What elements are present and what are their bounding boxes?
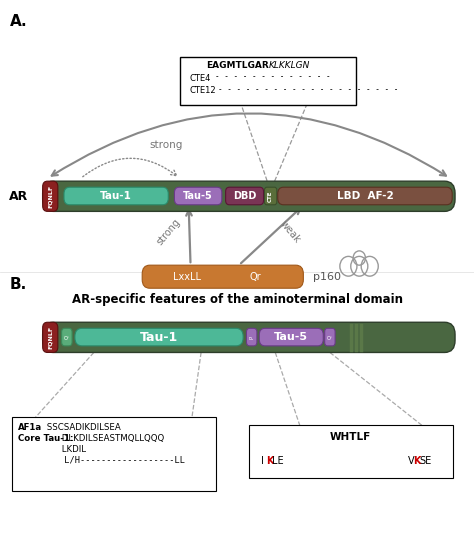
FancyBboxPatch shape: [264, 187, 277, 205]
Text: SSCSADIKDILSEA: SSCSADIKDILSEA: [44, 423, 120, 432]
Text: Qr: Qr: [249, 272, 261, 282]
Text: K: K: [413, 456, 421, 466]
FancyBboxPatch shape: [43, 322, 455, 352]
Text: - - - - - - - - - - - - - - - - - - - -: - - - - - - - - - - - - - - - - - - - -: [218, 85, 398, 94]
FancyBboxPatch shape: [246, 328, 257, 346]
FancyBboxPatch shape: [278, 187, 452, 205]
Text: DBD: DBD: [233, 191, 256, 201]
Text: CTE12: CTE12: [190, 86, 216, 95]
Text: P: P: [249, 335, 254, 339]
Text: LKDIL: LKDIL: [59, 445, 86, 453]
Text: L/H------------------LL: L/H------------------LL: [59, 456, 185, 464]
Text: DLKDILSEASTMQLLQQQ: DLKDILSEASTMQLLQQQ: [59, 434, 164, 442]
FancyBboxPatch shape: [142, 265, 303, 288]
FancyBboxPatch shape: [259, 328, 323, 346]
Text: strong: strong: [155, 217, 182, 247]
Text: - - - - - - - - - - - - -: - - - - - - - - - - - - -: [215, 72, 331, 81]
Text: weak: weak: [278, 219, 302, 245]
Text: B.: B.: [9, 277, 27, 292]
Text: I: I: [261, 456, 264, 466]
Text: strong: strong: [149, 141, 182, 150]
Text: KLKKLGN: KLKKLGN: [269, 61, 310, 70]
Text: EAGMTLGAR: EAGMTLGAR: [206, 61, 269, 70]
FancyBboxPatch shape: [75, 328, 243, 346]
FancyBboxPatch shape: [62, 328, 72, 346]
Text: Tau-5: Tau-5: [183, 191, 213, 201]
Text: Q: Q: [64, 335, 69, 339]
Text: K: K: [266, 456, 274, 466]
Text: Tau-1: Tau-1: [140, 330, 178, 344]
Text: FQNLF: FQNLF: [48, 326, 53, 349]
Text: AR: AR: [9, 190, 28, 203]
Text: LE: LE: [272, 456, 284, 466]
Text: LxxLL: LxxLL: [173, 272, 201, 282]
Bar: [180, 57, 356, 105]
Text: WHTLF: WHTLF: [330, 432, 372, 442]
Text: Q: Q: [328, 335, 332, 339]
Text: Tau-1: Tau-1: [100, 191, 132, 201]
Text: V: V: [408, 456, 414, 466]
Text: CTE: CTE: [268, 191, 273, 201]
FancyBboxPatch shape: [325, 328, 335, 346]
FancyBboxPatch shape: [226, 187, 264, 205]
Text: CTE4: CTE4: [190, 74, 211, 82]
Bar: [249, 425, 453, 478]
FancyBboxPatch shape: [64, 187, 168, 205]
FancyBboxPatch shape: [43, 322, 58, 352]
Text: Core Tau-1:: Core Tau-1:: [18, 434, 73, 442]
Text: Tau-5: Tau-5: [274, 332, 308, 342]
FancyBboxPatch shape: [43, 181, 455, 211]
Text: FQNLF: FQNLF: [48, 184, 53, 208]
Text: SE: SE: [419, 456, 431, 466]
Bar: [12, 417, 216, 491]
FancyBboxPatch shape: [174, 187, 222, 205]
FancyBboxPatch shape: [43, 181, 58, 211]
Text: LBD  AF-2: LBD AF-2: [337, 191, 393, 201]
Text: A.: A.: [9, 14, 27, 29]
Text: AR-specific features of the aminoterminal domain: AR-specific features of the aminotermina…: [72, 293, 402, 306]
Text: AF1a: AF1a: [18, 423, 42, 432]
Text: p160: p160: [313, 272, 341, 282]
